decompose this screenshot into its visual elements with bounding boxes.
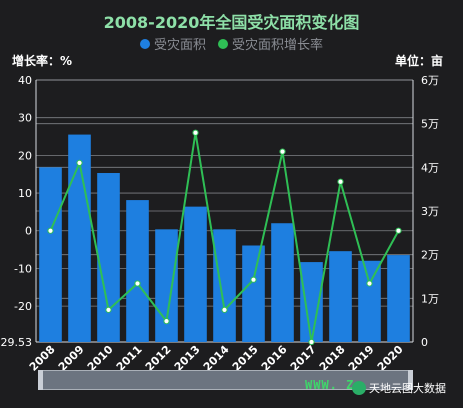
legend-label-area: 受灾面积 xyxy=(153,38,206,53)
left-tick-label-7: -29.53 xyxy=(0,336,32,349)
left-tick-label-2: 20 xyxy=(18,149,32,162)
datazoom-right-handle[interactable] xyxy=(408,370,413,390)
left-tick-label-1: 30 xyxy=(18,112,32,125)
growth-point-2013 xyxy=(192,129,199,136)
right-tick-label-4: 2万 xyxy=(421,249,439,262)
left-tick-label-3: 10 xyxy=(18,187,32,200)
growth-point-2019 xyxy=(366,280,373,287)
wechat-label: 天地云图大数据 xyxy=(369,382,446,395)
growth-point-2020 xyxy=(395,227,402,234)
datazoom-left-handle[interactable] xyxy=(38,370,43,390)
left-axis-caption: 增长率：% xyxy=(12,54,73,68)
growth-point-2008 xyxy=(47,227,54,234)
right-tick-label-6: 0 xyxy=(421,336,428,349)
bar-2013 xyxy=(184,206,207,342)
growth-point-2018 xyxy=(337,178,344,185)
left-tick-label-4: 0 xyxy=(25,225,32,238)
left-tick-label-6: -20 xyxy=(14,300,32,313)
growth-point-2014 xyxy=(221,306,228,313)
right-tick-label-0: 6万 xyxy=(421,74,439,87)
legend-dot-area xyxy=(139,38,150,49)
legend-item-growth[interactable]: 受灾面积增长率 xyxy=(218,34,323,53)
bar-2017 xyxy=(300,262,323,342)
right-tick-label-5: 1万 xyxy=(421,292,439,305)
left-tick-label-0: 40 xyxy=(18,74,32,87)
growth-point-2012 xyxy=(163,318,170,325)
bar-2018 xyxy=(329,251,352,342)
legend-dot-growth xyxy=(218,38,228,49)
growth-point-2016 xyxy=(279,148,286,155)
legend-item-area[interactable]: 受灾面积 xyxy=(139,34,206,53)
bar-2015 xyxy=(242,245,265,342)
bar-2011 xyxy=(126,200,149,342)
legend: 受灾面积 受灾面积增长率 xyxy=(0,34,463,53)
bar-2020 xyxy=(387,255,410,342)
right-tick-label-2: 4万 xyxy=(421,161,439,174)
growth-point-2011 xyxy=(134,280,141,287)
growth-point-2017 xyxy=(308,338,315,346)
growth-point-2015 xyxy=(250,276,257,283)
bar-2016 xyxy=(271,223,294,342)
right-tick-label-1: 5万 xyxy=(421,118,439,131)
chart-title: 2008-2020年全国受灾面积变化图 xyxy=(103,13,360,32)
bar-2012 xyxy=(155,229,178,342)
left-tick-label-5: -10 xyxy=(14,262,32,275)
bar-2019 xyxy=(358,260,381,342)
watermark-text: WWW. Z xyxy=(305,378,355,392)
growth-point-2010 xyxy=(105,306,112,313)
bar-2008 xyxy=(39,167,62,342)
right-tick-label-3: 3万 xyxy=(421,205,439,218)
wechat-badge: 天地云图大数据 xyxy=(352,380,446,396)
growth-point-2009 xyxy=(76,159,83,166)
legend-label-growth: 受灾面积增长率 xyxy=(232,38,324,53)
right-axis-caption: 单位：亩 xyxy=(394,54,443,68)
wechat-icon xyxy=(352,381,366,395)
bar-2014 xyxy=(213,229,236,342)
bar-2010 xyxy=(97,173,120,342)
